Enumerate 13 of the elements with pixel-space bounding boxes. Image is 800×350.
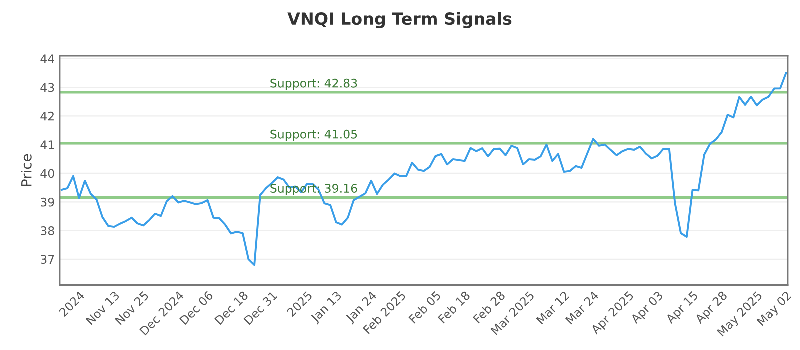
y-tick-label: 39 (41, 198, 54, 207)
chart-title: VNQI Long Term Signals (288, 12, 512, 29)
y-tick-label: 41 (40, 140, 54, 150)
y-axis-title: Price (21, 154, 32, 186)
y-tick-label: 38 (41, 226, 54, 236)
y-tick-label: 37 (41, 255, 54, 264)
y-tick-label: 44 (40, 54, 54, 64)
y-tick-label: 42 (40, 112, 54, 121)
ref-line-label: Support: 41.05 (270, 130, 358, 142)
y-tick-label: 40 (40, 169, 54, 178)
y-tick-label: 43 (40, 83, 54, 92)
ref-line-label: Support: 42.83 (270, 78, 358, 90)
line-series (60, 72, 788, 266)
